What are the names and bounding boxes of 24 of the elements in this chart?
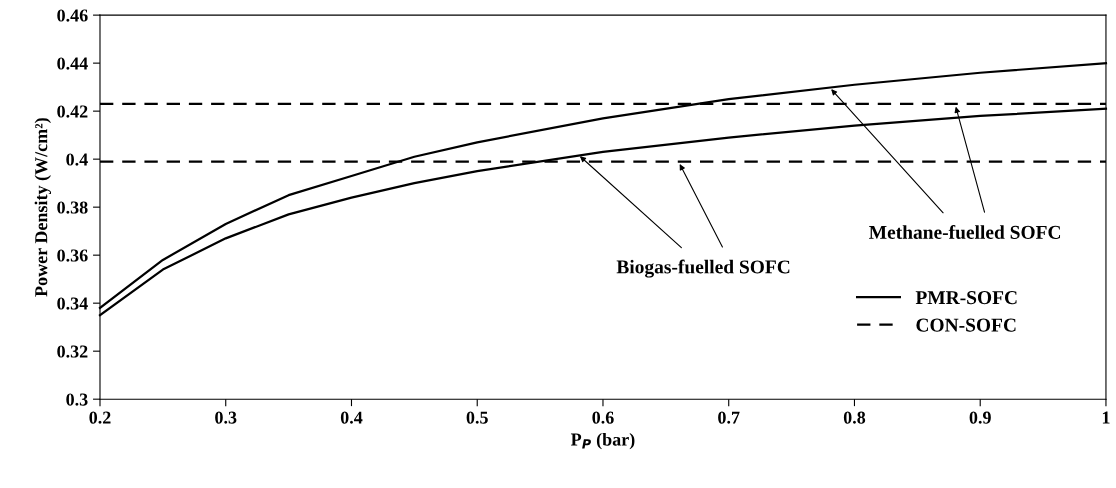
y-tick-label: 0.32 bbox=[57, 345, 88, 358]
legend-label: PMR-SOFC bbox=[915, 291, 1017, 305]
legend-label: CON-SOFC bbox=[916, 318, 1016, 332]
x-tick-label: 0.5 bbox=[466, 411, 488, 424]
y-tick-label: 0.38 bbox=[57, 201, 88, 214]
x-tick-label: 0.6 bbox=[592, 411, 614, 424]
x-axis-title: P$_{P}$ (bar) bbox=[570, 432, 635, 450]
x-tick-label: 0.9 bbox=[969, 411, 991, 424]
x-tick-label: 0.4 bbox=[340, 411, 363, 424]
y-axis-title: Power Density (W/cm²) bbox=[34, 118, 52, 297]
x-tick-label: 0.3 bbox=[215, 411, 237, 424]
y-tick-label: 0.36 bbox=[57, 249, 88, 262]
x-tick-label: 0.8 bbox=[843, 411, 866, 424]
y-tick-label: 0.42 bbox=[57, 105, 88, 118]
y-tick-label: 0.46 bbox=[57, 9, 88, 22]
x-tick-label: 0.7 bbox=[718, 411, 740, 424]
annotation: Methane-fuelled SOFC bbox=[869, 225, 1061, 239]
y-tick-label: 0.44 bbox=[57, 57, 88, 70]
y-tick-label: 0.4 bbox=[66, 153, 88, 166]
y-tick-label: 0.34 bbox=[57, 297, 88, 310]
y-tick-label: 0.3 bbox=[66, 393, 88, 406]
x-tick-label: 1 bbox=[1102, 411, 1110, 424]
x-tick-label: 0.2 bbox=[89, 411, 111, 424]
annotation: Biogas-fuelled SOFC bbox=[616, 259, 790, 278]
